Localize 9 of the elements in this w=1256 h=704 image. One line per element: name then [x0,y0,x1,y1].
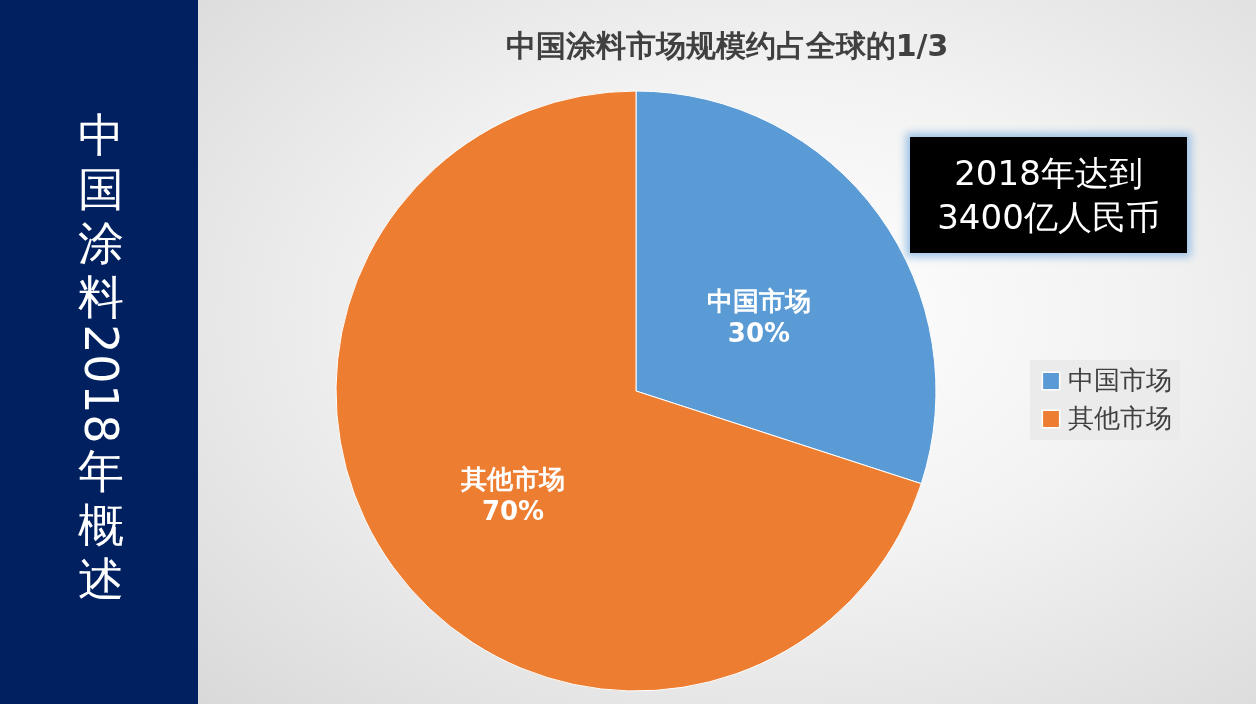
legend-label: 其他市场 [1068,403,1172,433]
data-label: 70% [481,496,545,527]
chart-title: 中国涂料市场规模约占全球的1/3 [505,28,949,63]
text: 2018年达到 3400亿人民币 [936,152,1161,239]
slice-label: 中国市场 [706,285,811,316]
legend-label: 中国市场 [1068,365,1172,395]
data-label: 30% [727,317,791,348]
slice-label: 其他市场 [460,464,566,495]
text: 中国涂料2018年概述 [74,108,128,606]
